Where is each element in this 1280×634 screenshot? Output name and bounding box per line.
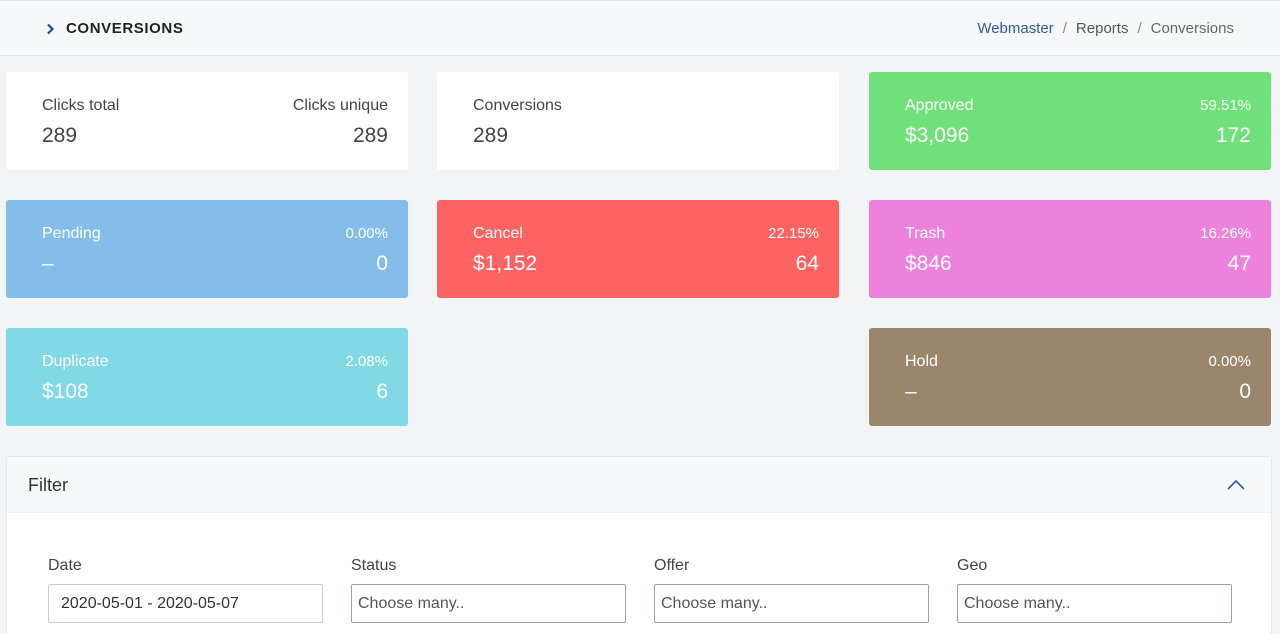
duplicate-label: Duplicate (42, 353, 109, 370)
clicks-card: Clicks total Clicks unique 289 289 (6, 72, 408, 170)
breadcrumb-reports[interactable]: Reports (1075, 20, 1129, 37)
page-header: CONVERSIONS Webmaster / Reports / Conver… (0, 0, 1280, 56)
pending-count: 0 (376, 252, 388, 275)
hold-percent: 0.00% (1208, 353, 1251, 370)
chevron-right-icon (45, 19, 59, 39)
geo-label: Geo (957, 557, 988, 574)
clicks-total-value: 289 (42, 124, 78, 147)
breadcrumb: Webmaster / Reports / Conversions (977, 19, 1234, 39)
cancel-label: Cancel (473, 225, 523, 242)
filter-header[interactable]: Filter (7, 457, 1271, 513)
conversions-card: Conversions 289 (437, 72, 839, 170)
duplicate-percent: 2.08% (345, 353, 388, 370)
approved-percent: 59.51% (1200, 97, 1251, 114)
hold-card: Hold 0.00% – 0 (869, 328, 1271, 426)
breadcrumb-conversions: Conversions (1150, 20, 1234, 37)
trash-count: 47 (1227, 252, 1251, 275)
status-multiselect[interactable] (351, 584, 626, 623)
clicks-unique-label: Clicks unique (292, 97, 388, 114)
cancel-card: Cancel 22.15% $1,152 64 (437, 200, 839, 298)
cancel-count: 64 (795, 252, 819, 275)
hold-amount: – (905, 380, 917, 403)
hold-count: 0 (1239, 380, 1251, 403)
clicks-total-label: Clicks total (42, 97, 120, 114)
filter-title: Filter (28, 475, 68, 495)
geo-multiselect[interactable] (957, 584, 1232, 623)
pending-card: Pending 0.00% – 0 (6, 200, 408, 298)
approved-card: Approved 59.51% $3,096 172 (869, 72, 1271, 170)
approved-amount: $3,096 (905, 124, 970, 147)
date-range-input[interactable] (48, 584, 323, 623)
page-title: CONVERSIONS (66, 20, 184, 37)
offer-label: Offer (654, 557, 690, 574)
cancel-percent: 22.15% (768, 225, 819, 242)
trash-label: Trash (905, 225, 946, 242)
duplicate-amount: $108 (42, 380, 89, 403)
filter-panel: Filter Date Status Offer Geo (6, 456, 1272, 634)
breadcrumb-separator: / (1137, 20, 1142, 37)
pending-percent: 0.00% (345, 225, 388, 242)
trash-amount: $846 (905, 252, 952, 275)
trash-card: Trash 16.26% $846 47 (869, 200, 1271, 298)
hold-label: Hold (905, 353, 938, 370)
pending-label: Pending (42, 225, 101, 242)
trash-percent: 16.26% (1200, 225, 1251, 242)
offer-multiselect[interactable] (654, 584, 929, 623)
approved-count: 172 (1215, 124, 1251, 147)
breadcrumb-webmaster[interactable]: Webmaster (977, 20, 1054, 37)
conversions-value: 289 (473, 124, 509, 147)
duplicate-count: 6 (376, 380, 388, 403)
date-label: Date (48, 557, 82, 574)
cancel-amount: $1,152 (473, 252, 538, 275)
chevron-up-icon[interactable] (1225, 475, 1247, 495)
breadcrumb-separator: / (1062, 20, 1067, 37)
status-label: Status (351, 557, 397, 574)
duplicate-card: Duplicate 2.08% $108 6 (6, 328, 408, 426)
approved-label: Approved (905, 97, 974, 114)
pending-amount: – (42, 252, 54, 275)
conversions-label: Conversions (473, 97, 562, 114)
clicks-unique-value: 289 (352, 124, 388, 147)
